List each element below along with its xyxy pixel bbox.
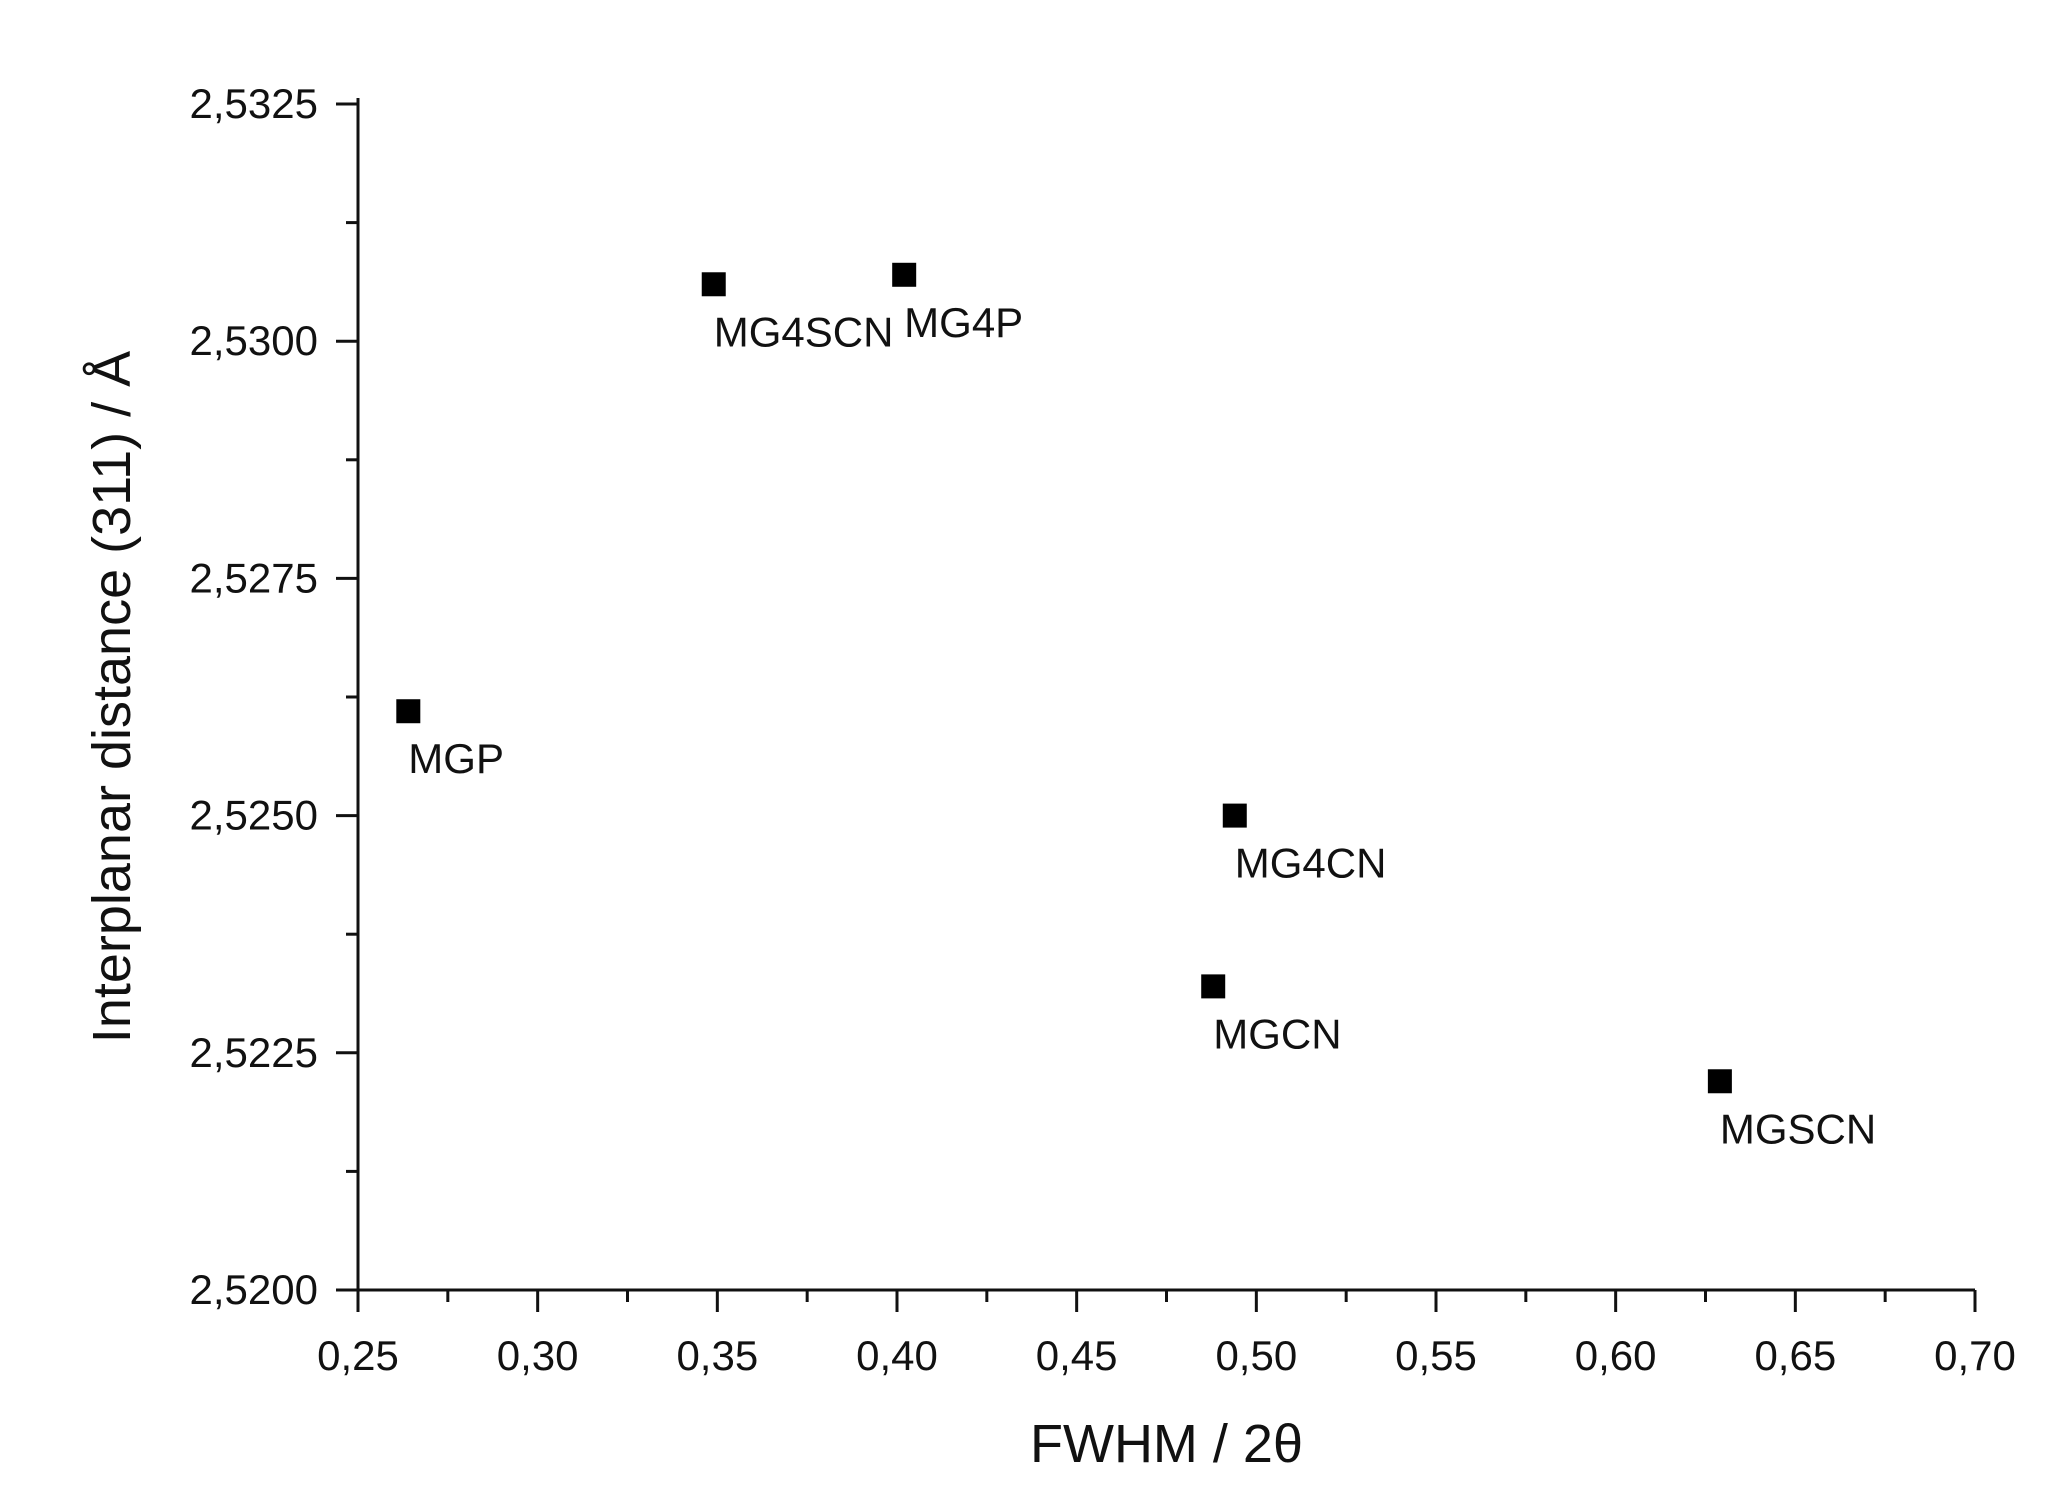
x-tick-label: 0,45 [1036,1332,1118,1379]
data-point [1201,974,1226,999]
x-tick-label: 0,35 [676,1332,758,1379]
y-axis-title: Interplanar distance (311) / Å [82,351,142,1043]
x-tick-label: 0,40 [856,1332,938,1379]
data-point [701,272,726,297]
y-tick-label: 2,5275 [190,554,318,601]
x-tick-label: 0,65 [1754,1332,1836,1379]
x-tick-label: 0,70 [1934,1332,2016,1379]
data-point-label: MGSCN [1720,1105,1876,1152]
data-point-label: MG4SCN [714,308,894,355]
data-point [1222,803,1247,828]
data-points: MGP MG4SCN MG4P MG4CN MGCN MGSCN [396,262,1876,1152]
x-tick-label: 0,25 [317,1332,399,1379]
y-tick-label: 2,5325 [190,80,318,127]
x-axis-title: FWHM / 2θ [1030,1414,1303,1474]
data-point-label: MG4P [904,299,1023,346]
y-tick-label: 2,5225 [190,1029,318,1076]
x-tick-label: 0,50 [1215,1332,1297,1379]
data-point-label: MGCN [1213,1010,1341,1057]
data-point-label: MGP [408,735,504,782]
x-tick-label: 0,30 [497,1332,579,1379]
data-point [1707,1069,1732,1094]
x-tick-label: 0,55 [1395,1332,1477,1379]
data-point [396,699,421,724]
y-tick-label: 2,5200 [190,1266,318,1313]
y-tick-label: 2,5250 [190,792,318,839]
data-point [892,262,917,287]
data-point-label: MG4CN [1235,840,1387,887]
x-tick-label: 0,60 [1575,1332,1657,1379]
ticks [336,102,1977,1312]
tick-labels: 0,25 0,30 0,35 0,40 0,45 0,50 0,55 0,60 0,65 0,70… [190,80,2016,1379]
y-tick-label: 2,5300 [190,317,318,364]
